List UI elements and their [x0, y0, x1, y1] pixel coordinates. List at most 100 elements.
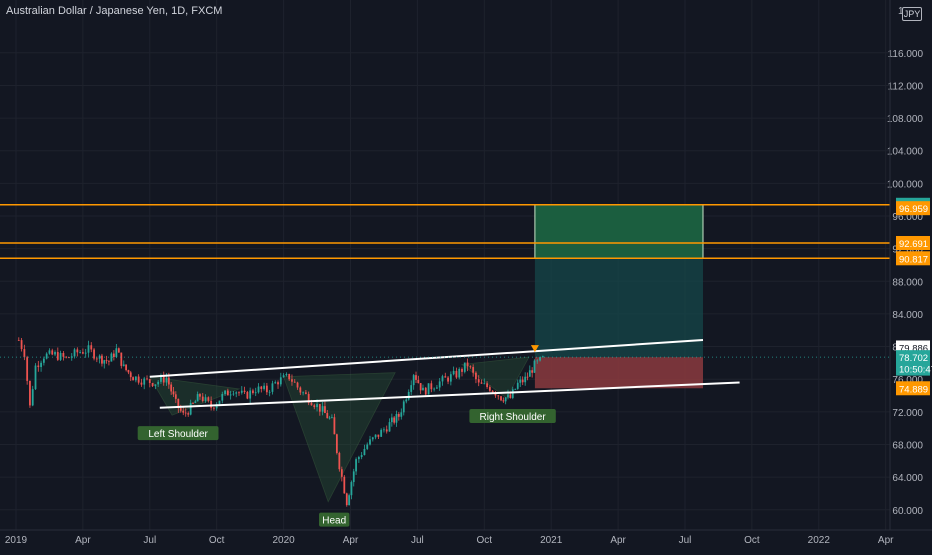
price-label-bg [896, 201, 930, 216]
trend-lines[interactable] [0, 204, 890, 409]
candle-body [385, 429, 388, 432]
candle-body [285, 373, 288, 376]
candle-body [210, 400, 213, 408]
candle-body [524, 376, 527, 383]
candle-body [115, 348, 118, 358]
pattern-label-bg [319, 512, 350, 527]
candle-body [229, 394, 232, 396]
candle-body [516, 382, 519, 389]
x-tick-label: Jul [143, 535, 156, 546]
y-tick-label: 68.000 [892, 440, 923, 451]
candle-body [326, 412, 329, 419]
candle-body [388, 422, 391, 432]
candle-body [84, 352, 87, 354]
candle-body [51, 350, 54, 355]
candle-body [196, 394, 199, 402]
candle-body [137, 376, 140, 383]
candle-body [157, 381, 160, 385]
candles [17, 337, 544, 507]
y-tick-label: 84.000 [892, 310, 923, 321]
candle-body [146, 378, 148, 380]
candle-body [143, 378, 146, 385]
candle-body [45, 353, 48, 359]
candle-body [73, 349, 76, 357]
candle-body [207, 397, 210, 401]
candle-body [541, 356, 544, 358]
candle-body [127, 370, 130, 373]
candle-body [282, 375, 285, 378]
candle-body [324, 406, 326, 413]
candle-body [103, 360, 106, 364]
candle-body [226, 390, 229, 396]
x-tick-label: Jul [411, 535, 424, 546]
grid-layer [0, 0, 890, 530]
candle-body [328, 417, 331, 419]
candle-body [528, 370, 531, 377]
price-label-bg [896, 361, 930, 376]
candle-body [436, 387, 438, 389]
candle-body [369, 439, 371, 445]
candle-body [419, 383, 422, 391]
price-label: 74.889 [899, 384, 928, 395]
y-tick-label: 92.000 [892, 245, 923, 256]
candle-body [310, 402, 313, 406]
candle-body [340, 469, 343, 477]
candle-body [112, 353, 115, 358]
candle-body [539, 357, 541, 361]
pattern-label: Right Shoulder [480, 412, 547, 423]
candle-body [87, 345, 90, 353]
currency-badge[interactable]: JPY [902, 7, 922, 21]
candle-body [90, 345, 93, 350]
candle-body [76, 349, 79, 353]
candle-body [213, 407, 215, 409]
candle-body [268, 391, 271, 393]
pattern-label-bg [137, 426, 219, 441]
candle-body [194, 401, 197, 403]
candle-body [148, 379, 151, 384]
candle-body [79, 352, 82, 353]
entry-arrow-icon [530, 345, 539, 353]
candle-body [307, 393, 310, 403]
candle-body [497, 395, 500, 397]
candle-body [360, 455, 363, 458]
y-tick-label: 76.000 [892, 375, 923, 386]
candle-body [313, 405, 316, 408]
candle-body [407, 391, 410, 400]
candle-body [277, 382, 279, 385]
candle-body [177, 398, 180, 409]
candle-body [377, 434, 380, 437]
candle-body [321, 406, 324, 412]
y-tick-label: 100.000 [887, 179, 924, 190]
candle-body [333, 417, 336, 435]
candle-body [122, 364, 125, 366]
candle-body [165, 377, 168, 383]
candle-body [463, 362, 466, 372]
candle-body [455, 370, 458, 378]
candle-body [417, 379, 420, 384]
x-tick-label: Apr [878, 535, 894, 546]
candle-body [519, 379, 522, 383]
candle-body [274, 382, 277, 384]
y-tick-label: 116.000 [888, 49, 924, 60]
price-label: 79.886 [899, 343, 928, 354]
candle-body [374, 434, 377, 438]
candle-body [397, 413, 400, 417]
candle-body [438, 381, 441, 388]
candle-body [291, 379, 293, 382]
candle-body [17, 340, 20, 341]
candle-body [400, 412, 403, 417]
candle-body [120, 352, 123, 366]
candle-body [458, 368, 461, 378]
pattern-label-bg [469, 408, 556, 423]
candle-body [221, 393, 224, 401]
candle-body [348, 495, 351, 506]
candle-body [187, 413, 190, 415]
candle-body [218, 400, 221, 405]
candle-body [486, 383, 488, 388]
candle-body [182, 410, 185, 413]
candle-body [509, 394, 512, 398]
candle-body [172, 391, 175, 395]
